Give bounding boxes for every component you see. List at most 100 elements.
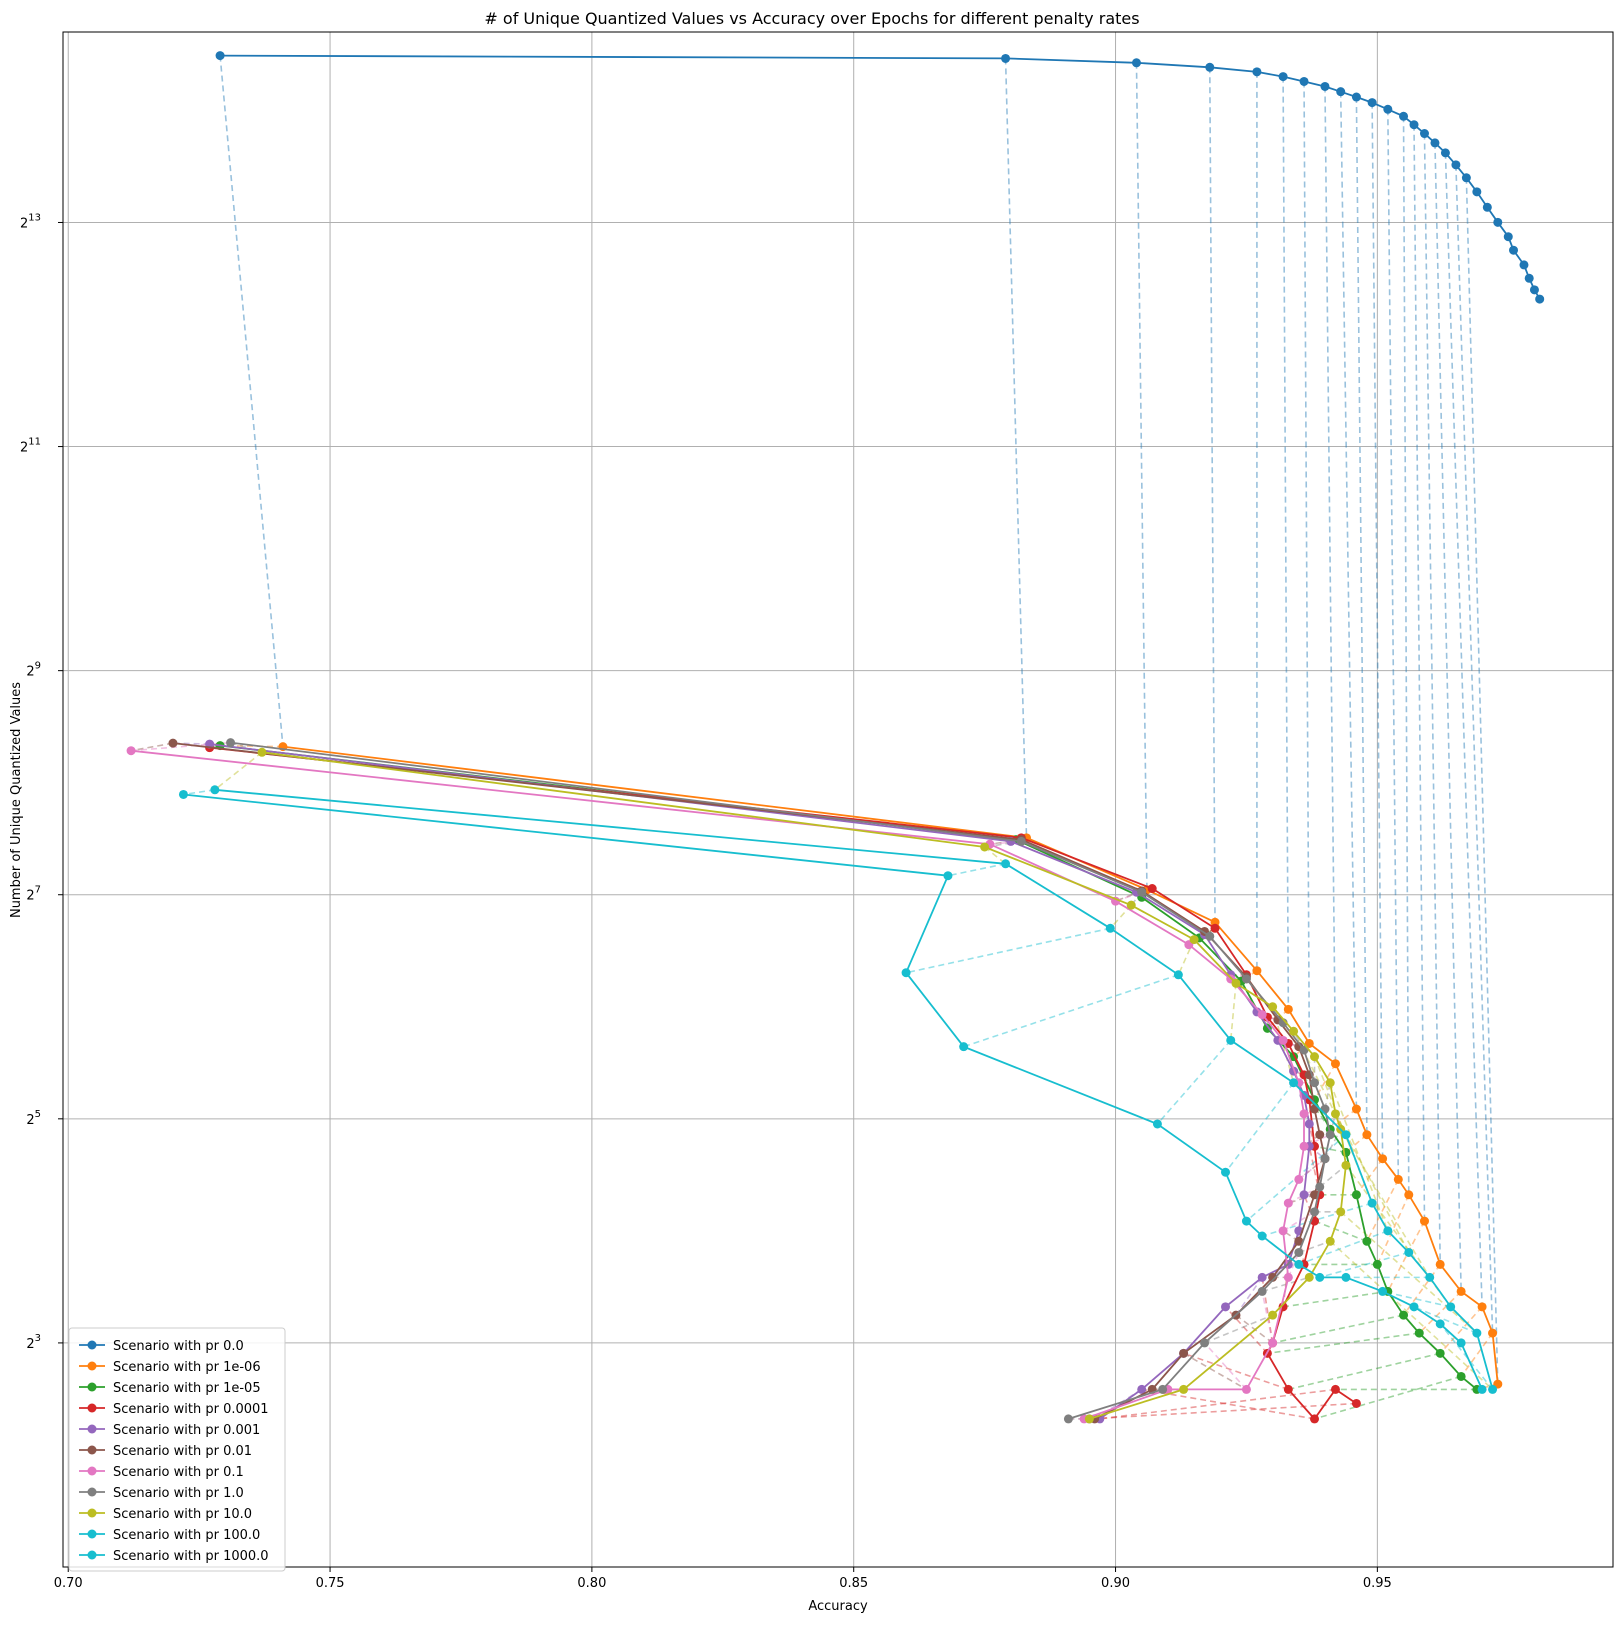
data-point — [1378, 1154, 1388, 1164]
data-point — [1221, 1167, 1230, 1177]
data-point — [1278, 1035, 1288, 1045]
data-point — [1336, 87, 1346, 97]
data-point — [1524, 273, 1534, 283]
data-point — [178, 789, 188, 799]
data-point — [1378, 1286, 1388, 1296]
data-point — [1299, 1190, 1309, 1200]
epoch-connector — [183, 789, 215, 796]
data-point — [1205, 62, 1215, 72]
epoch-connector — [989, 840, 1022, 845]
data-point — [1268, 1338, 1278, 1348]
data-point — [1278, 1226, 1288, 1236]
epoch-connector — [230, 741, 263, 754]
data-point — [1488, 1384, 1498, 1394]
epoch-connector — [1177, 939, 1195, 976]
data-point — [126, 746, 136, 756]
data-point — [1351, 1190, 1361, 1200]
data-point — [901, 968, 911, 978]
epoch-connector — [214, 751, 263, 791]
data-point — [1299, 1141, 1309, 1151]
series-line — [214, 788, 1494, 1390]
data-point — [1477, 1302, 1487, 1312]
data-point — [1435, 1348, 1445, 1358]
data-point — [1283, 1384, 1293, 1394]
data-point — [1456, 1338, 1466, 1348]
data-point — [1252, 966, 1262, 976]
data-point — [1472, 1328, 1482, 1338]
epoch-connector — [1355, 1158, 1384, 1196]
data-point — [1325, 1078, 1335, 1088]
epoch-connector — [1308, 1099, 1331, 1130]
data-point — [1404, 1190, 1414, 1200]
y-tick-exponent: 3 — [35, 1333, 41, 1344]
legend-label: Scenario with pr 1000.0 — [113, 1549, 269, 1564]
data-point — [1320, 1154, 1330, 1164]
epoch-connector — [1235, 1314, 1274, 1344]
y-tick-label: 213 — [20, 212, 41, 231]
data-point — [1315, 1182, 1325, 1192]
data-point — [1016, 836, 1026, 846]
epoch-connector — [1314, 1145, 1347, 1154]
data-point — [1383, 104, 1393, 114]
epoch-connector — [1329, 1108, 1357, 1130]
epoch-connector — [1203, 1342, 1248, 1390]
epoch-connector — [1340, 1211, 1478, 1334]
data-point — [1367, 1198, 1377, 1208]
data-point — [226, 738, 236, 748]
y-tick-exponent: 13 — [28, 212, 41, 223]
data-point — [1158, 1384, 1168, 1394]
epoch-connector — [1298, 1240, 1331, 1254]
data-point — [1351, 1104, 1361, 1114]
epoch-connector — [1303, 81, 1311, 1044]
y-tick-exponent: 9 — [35, 661, 41, 672]
y-tick-label: 25 — [26, 1109, 41, 1128]
data-point — [215, 51, 225, 61]
y-tick-exponent: 5 — [35, 1109, 41, 1120]
data-point — [1147, 884, 1157, 894]
data-point — [1383, 1226, 1393, 1236]
grid-layer — [63, 32, 1613, 1567]
epoch-connector — [1387, 109, 1400, 1180]
epoch-connector — [1329, 1240, 1494, 1391]
legend-marker — [87, 1424, 97, 1434]
x-axis-title: Accuracy — [808, 1599, 868, 1614]
y-tick-label: 23 — [26, 1333, 41, 1352]
data-point — [1399, 1310, 1409, 1320]
epoch-connector — [219, 55, 284, 747]
series-line — [209, 746, 1357, 1421]
data-point — [1105, 923, 1115, 933]
epoch-connector — [1366, 1179, 1400, 1242]
y-axis-title: Number of Unique Quantized Values — [9, 682, 24, 918]
x-tick-label: 0.85 — [839, 1576, 868, 1591]
data-point — [1409, 120, 1419, 130]
data-point — [1268, 1272, 1278, 1282]
epoch-connector — [1272, 1314, 1404, 1344]
legend-box — [68, 1327, 286, 1572]
epoch-connector — [1314, 1375, 1462, 1420]
legend-marker — [87, 1340, 97, 1350]
epoch-connector — [1465, 177, 1499, 1385]
y-tick-label: 211 — [20, 437, 41, 456]
data-point — [1257, 1272, 1267, 1282]
data-point — [1304, 1119, 1314, 1129]
epoch-connector — [1298, 1230, 1389, 1266]
data-point — [1477, 1384, 1487, 1394]
epoch-connector — [1329, 1082, 1389, 1232]
data-point — [1299, 1109, 1309, 1119]
data-point — [980, 842, 990, 852]
data-point — [1241, 1384, 1251, 1394]
epoch-connector — [1204, 1314, 1273, 1344]
epoch-connector — [1308, 1146, 1321, 1195]
legend-marker — [87, 1403, 97, 1413]
series-line — [131, 749, 1305, 1420]
epoch-connector — [1324, 86, 1337, 1064]
legend-label: Scenario with pr 0.001 — [113, 1423, 260, 1438]
epoch-connector — [1135, 62, 1148, 890]
series-line — [209, 743, 1311, 1420]
data-point — [1063, 1414, 1073, 1424]
epoch-connector — [1324, 1128, 1342, 1160]
y-tick-base: 2 — [26, 1113, 34, 1128]
epoch-connector — [1156, 1039, 1232, 1125]
epoch-connector — [1267, 1332, 1420, 1355]
